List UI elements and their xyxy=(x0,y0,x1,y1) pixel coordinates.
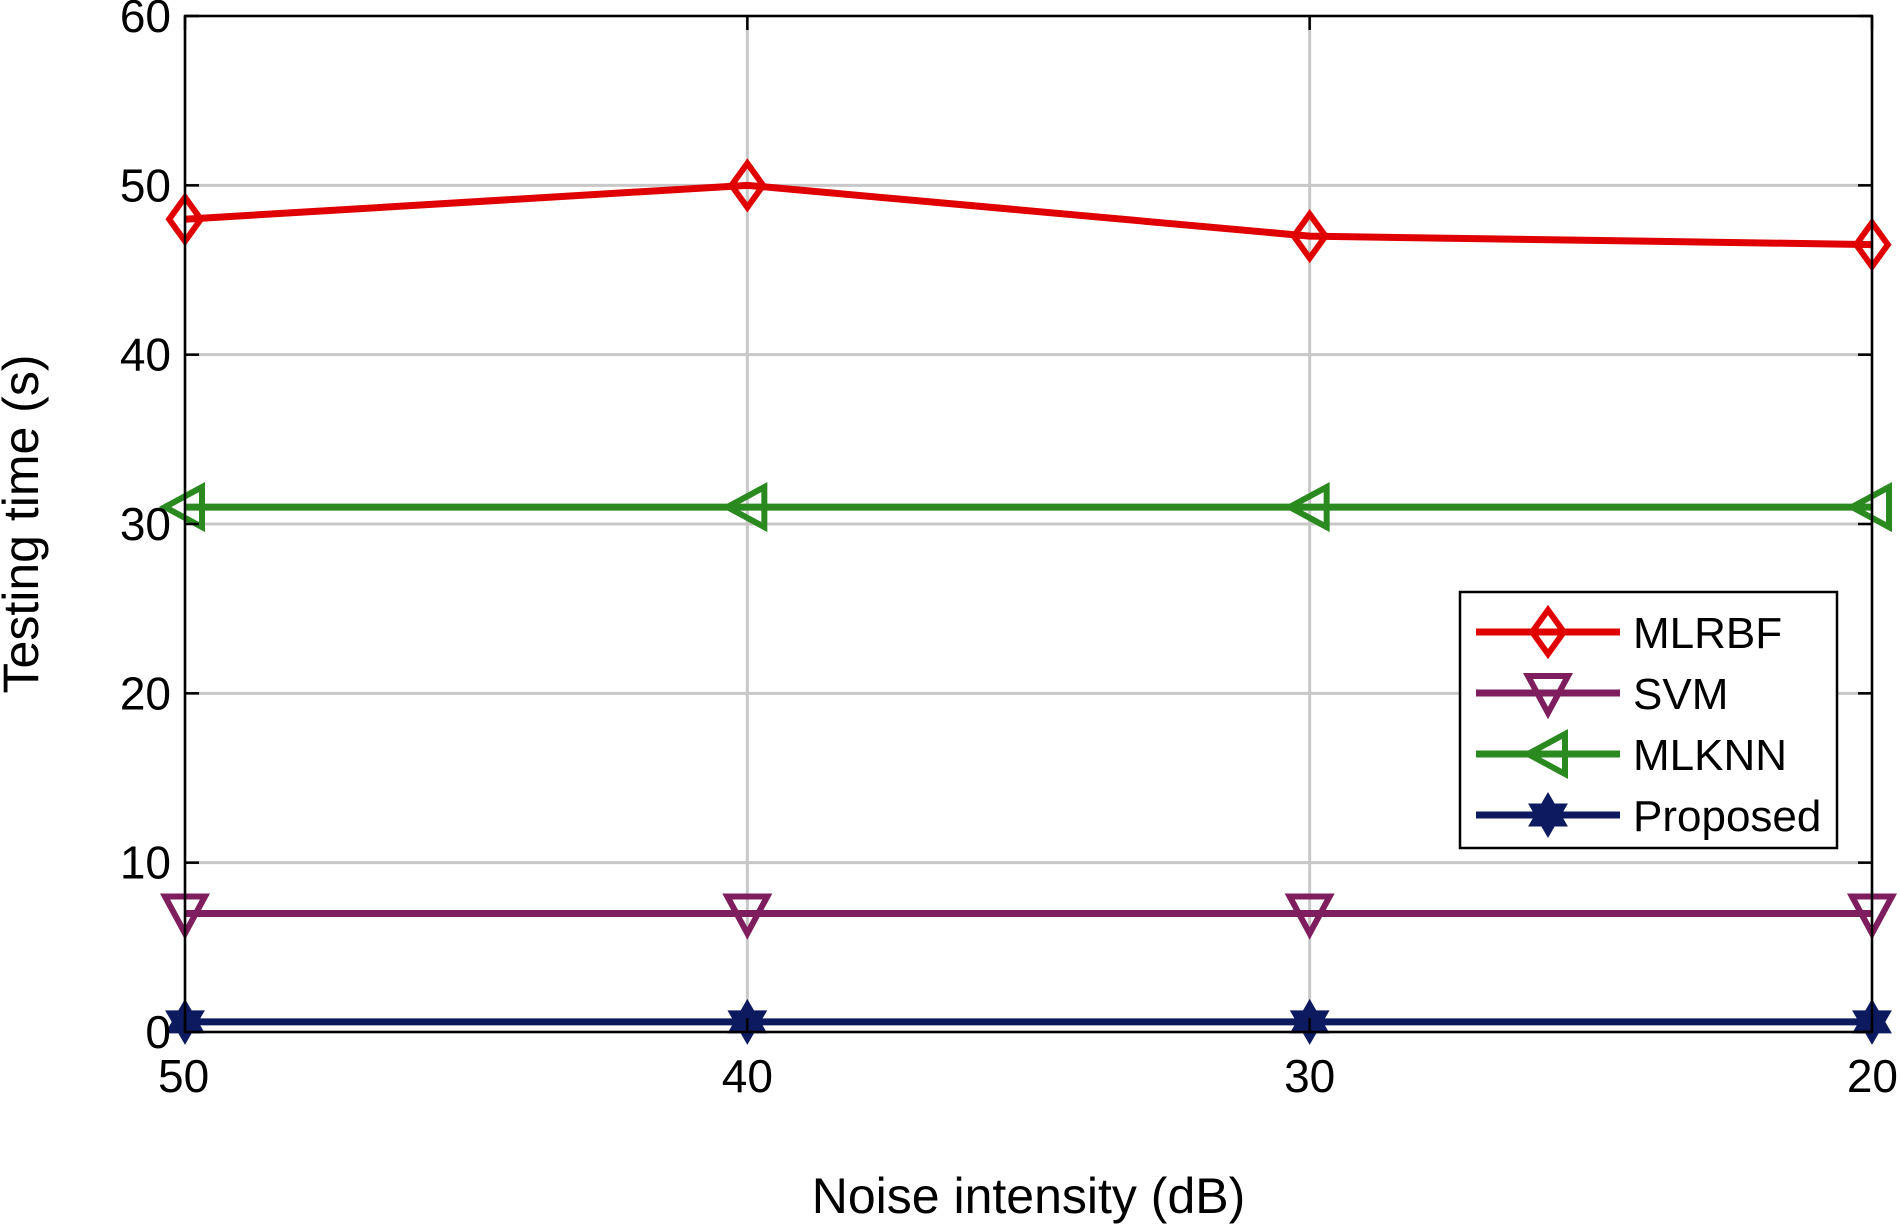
x-tick-label: 50 xyxy=(158,1050,209,1102)
legend-marker-mlrbf xyxy=(1528,604,1568,660)
legend-marker-mlknn xyxy=(1521,728,1568,780)
y-tick-label: 50 xyxy=(120,159,171,211)
data-point-mlrbf xyxy=(727,158,767,213)
series-proposed xyxy=(165,998,1892,1045)
x-tick-label: 20 xyxy=(1847,1050,1898,1102)
x-axis-label: Noise intensity (dB) xyxy=(812,1168,1246,1224)
data-point-mlrbf xyxy=(1290,208,1330,264)
y-tick-label: 10 xyxy=(120,837,171,889)
hexagram-part xyxy=(1528,803,1568,838)
y-tick-label: 40 xyxy=(120,329,171,381)
legend-label-mlrbf: MLRBF xyxy=(1633,609,1782,658)
y-tick-label: 30 xyxy=(120,498,171,550)
legend-marker-proposed xyxy=(1528,792,1568,838)
legend-label-svm: SVM xyxy=(1633,670,1728,719)
legend-label-proposed: Proposed xyxy=(1633,792,1821,841)
x-tick-label: 30 xyxy=(1284,1050,1335,1102)
y-tick-label: 20 xyxy=(120,667,171,719)
grid-layer xyxy=(183,14,1874,1034)
data-point-mlknn xyxy=(721,482,768,533)
series-line-mlrbf xyxy=(184,181,1873,249)
legend-marker-svm xyxy=(1522,673,1574,720)
data-point-mlknn xyxy=(1283,482,1330,533)
series-mlknn xyxy=(158,482,1892,533)
data-point-svm xyxy=(1284,893,1335,940)
y-tick-label: 0 xyxy=(145,1006,171,1058)
x-tick-label: 40 xyxy=(722,1050,773,1102)
data-point-mlknn xyxy=(158,482,205,533)
data-point-mlknn xyxy=(1845,482,1892,533)
y-tick-label: 60 xyxy=(120,0,171,42)
data-point-svm xyxy=(722,893,773,940)
series-mlrbf xyxy=(165,158,1892,272)
legend-label-mlknn: MLKNN xyxy=(1633,731,1787,780)
y-axis-label: Testing time (s) xyxy=(0,355,49,694)
tick-layer: 0 10 20 30 40 50 60 50 40 30 20 xyxy=(120,0,1898,1102)
series-svm xyxy=(159,893,1898,940)
legend: MLRBF SVM MLKNN Proposed xyxy=(1458,590,1839,850)
